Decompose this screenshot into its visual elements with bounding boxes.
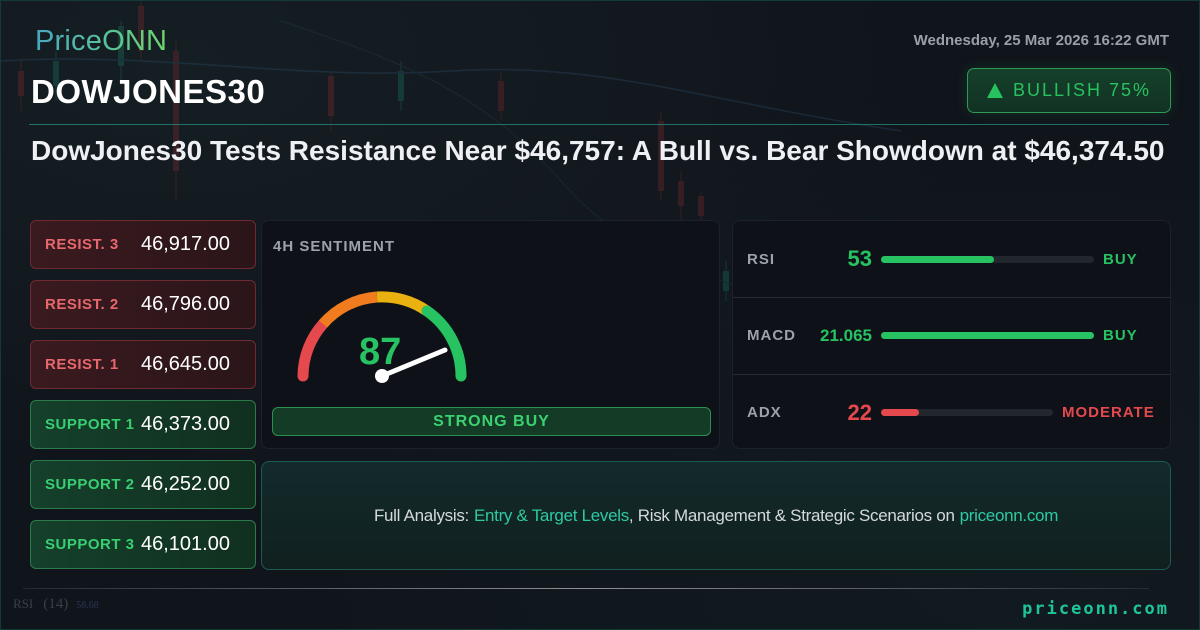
footer-divider bbox=[23, 588, 1149, 589]
level-resistance-2: RESIST. 2 46,796.00 bbox=[30, 280, 256, 329]
indicator-signal: BUY bbox=[1103, 327, 1138, 344]
priceonn-logo: PriceONN bbox=[35, 25, 168, 57]
level-label: SUPPORT 3 bbox=[45, 536, 135, 553]
analysis-link-priceonn[interactable]: priceonn.com bbox=[959, 505, 1059, 525]
level-support-3: SUPPORT 3 46,101.00 bbox=[30, 520, 256, 569]
bg-rsi-name: RSI bbox=[13, 596, 34, 611]
footer-url-link[interactable]: priceonn.com bbox=[1022, 599, 1169, 619]
indicator-bar-fill bbox=[881, 409, 919, 416]
indicator-value: 22 bbox=[847, 399, 872, 425]
level-support-1: SUPPORT 1 46,373.00 bbox=[30, 400, 256, 449]
level-support-2: SUPPORT 2 46,252.00 bbox=[30, 460, 256, 509]
indicator-name: RSI bbox=[747, 250, 776, 268]
triangle-up-icon bbox=[986, 83, 1003, 98]
indicator-bar-fill bbox=[881, 332, 1094, 339]
indicators-card: RSI 53 BUY MACD 21.065 BUY ADX 22 MODERA… bbox=[732, 220, 1171, 449]
sentiment-title: 4H SENTIMENT bbox=[273, 238, 396, 255]
level-resistance-3: RESIST. 3 46,917.00 bbox=[30, 220, 256, 269]
indicator-bar-fill bbox=[881, 255, 994, 263]
level-resistance-1: RESIST. 1 46,645.00 bbox=[30, 340, 256, 389]
indicator-value: 53 bbox=[847, 246, 872, 271]
indicator-row-macd: MACD 21.065 BUY bbox=[733, 297, 1170, 373]
ticker-symbol: DOWJONES30 bbox=[31, 73, 266, 110]
indicator-name: MACD bbox=[747, 327, 796, 344]
datetime-stamp: Wednesday, 25 Mar 2026 16:22 GMT bbox=[913, 32, 1169, 49]
level-value: 46,101.00 bbox=[141, 533, 230, 555]
analysis-highlight-entry-target: Entry & Target Levels bbox=[473, 505, 629, 525]
level-label: SUPPORT 1 bbox=[45, 416, 135, 433]
analysis-middle: , Risk Management & Strategic Scenarios … bbox=[628, 505, 955, 525]
level-label: RESIST. 1 bbox=[45, 356, 119, 373]
level-value: 46,373.00 bbox=[141, 413, 230, 435]
indicator-signal: BUY bbox=[1103, 250, 1138, 268]
indicator-bar bbox=[881, 255, 1094, 263]
level-value: 46,917.00 bbox=[141, 233, 230, 255]
level-label: RESIST. 3 bbox=[45, 236, 119, 253]
bg-rsi-values: 58.68 bbox=[76, 600, 99, 611]
bg-rsi-period: (14) bbox=[43, 596, 69, 612]
price-levels: RESIST. 3 46,917.00 RESIST. 2 46,796.00 … bbox=[30, 220, 256, 580]
analysis-prefix: Full Analysis: bbox=[373, 505, 469, 525]
header-divider bbox=[29, 124, 1169, 125]
sentiment-gauge-icon bbox=[297, 291, 467, 383]
level-label: SUPPORT 2 bbox=[45, 476, 135, 493]
headline: DowJones30 Tests Resistance Near $46,757… bbox=[31, 135, 1165, 166]
indicator-bar bbox=[881, 332, 1094, 339]
indicator-row-adx: ADX 22 MODERATE bbox=[733, 374, 1170, 448]
indicator-bar bbox=[881, 409, 1053, 416]
sentiment-score: 87 bbox=[359, 331, 402, 373]
indicator-name: ADX bbox=[747, 404, 782, 421]
level-value: 46,645.00 bbox=[141, 353, 230, 375]
level-label: RESIST. 2 bbox=[45, 296, 119, 313]
bullish-badge-label: BULLISH 75% bbox=[1012, 80, 1152, 100]
bullish-badge: BULLISH 75% bbox=[967, 68, 1171, 113]
sentiment-verdict: STRONG BUY bbox=[272, 407, 711, 436]
indicator-signal: MODERATE bbox=[1062, 404, 1155, 421]
indicator-row-rsi: RSI 53 BUY bbox=[733, 221, 1170, 297]
background-rsi-label: RSI (14) 58.68 bbox=[13, 596, 99, 613]
full-analysis-banner[interactable]: Full Analysis: Entry & Target Levels, Ri… bbox=[261, 461, 1171, 570]
level-value: 46,252.00 bbox=[141, 473, 230, 495]
indicator-value: 21.065 bbox=[820, 325, 872, 345]
sentiment-card: 4H SENTIMENT 87 STRONG BUY bbox=[261, 220, 720, 449]
level-value: 46,796.00 bbox=[141, 293, 230, 315]
